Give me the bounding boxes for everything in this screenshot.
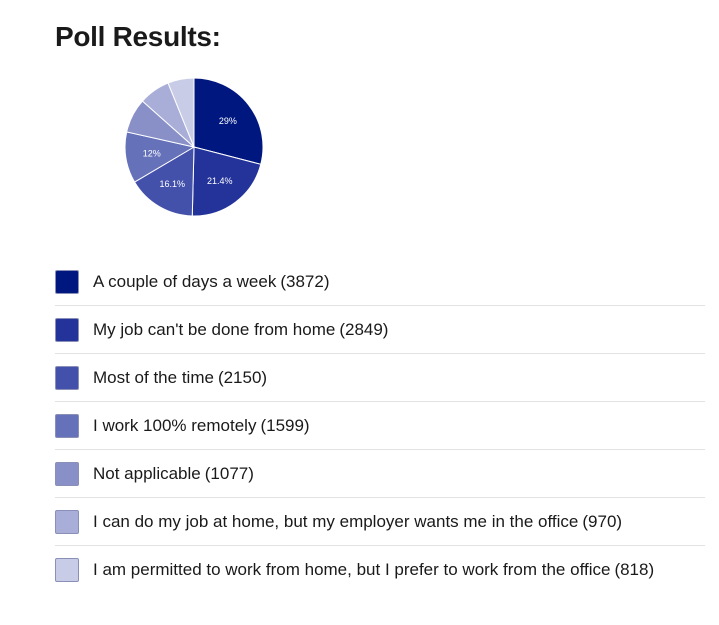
legend-item-employer-wants-office: I can do my job at home, but my employer… bbox=[55, 498, 705, 546]
pie-slice-1 bbox=[191, 146, 262, 217]
legend-label: I work 100% remotely bbox=[93, 415, 257, 435]
legend-label: My job can't be done from home bbox=[93, 319, 336, 339]
legend-swatch bbox=[55, 413, 79, 438]
legend-count: (818) bbox=[614, 560, 655, 579]
legend-label: I am permitted to work from home, but I … bbox=[93, 560, 611, 579]
legend-swatch bbox=[55, 317, 79, 342]
legend-count: (1599) bbox=[260, 415, 310, 435]
legend-count: (2849) bbox=[339, 319, 389, 339]
poll-results-title: Poll Results: bbox=[55, 21, 221, 52]
poll-legend: A couple of days a week (3872) My job ca… bbox=[55, 258, 705, 594]
legend-swatch bbox=[55, 509, 79, 534]
legend-label: A couple of days a week bbox=[93, 271, 277, 291]
pie-slice-label-2: 16.1% bbox=[160, 179, 186, 189]
pie-slice-label-3: 12% bbox=[143, 149, 161, 159]
legend-count: (2150) bbox=[217, 367, 268, 387]
pie-slice-label-1: 21.4% bbox=[207, 176, 233, 186]
legend-item-prefer-office: I am permitted to work from home, but I … bbox=[55, 546, 705, 594]
legend-item-most-of-time: Most of the time (2150) bbox=[55, 354, 705, 402]
pie-slice-6 bbox=[167, 77, 195, 148]
legend-count: (970) bbox=[582, 511, 623, 531]
legend-item-cant-be-done: My job can't be done from home (2849) bbox=[55, 306, 705, 354]
legend-label: Most of the time bbox=[93, 367, 214, 387]
legend-count: (3872) bbox=[280, 271, 330, 291]
legend-item-couple-days: A couple of days a week (3872) bbox=[55, 258, 705, 306]
legend-item-not-applicable: Not applicable (1077) bbox=[55, 450, 705, 498]
legend-label: Not applicable bbox=[93, 463, 201, 483]
pie-slice-label-0: 29% bbox=[219, 116, 237, 126]
legend-count: (1077) bbox=[204, 463, 254, 483]
legend-label: I can do my job at home, but my employer… bbox=[93, 511, 579, 531]
legend-item-fully-remote: I work 100% remotely (1599) bbox=[55, 402, 705, 450]
legend-swatch bbox=[55, 365, 79, 390]
legend-swatch bbox=[55, 269, 79, 294]
legend-swatch bbox=[55, 558, 79, 582]
pie-chart: 29% 21.4% 16.1% 12% bbox=[124, 77, 264, 217]
pie-slice-0 bbox=[193, 77, 264, 165]
pie-slice-2 bbox=[133, 146, 195, 217]
legend-swatch bbox=[55, 461, 79, 486]
